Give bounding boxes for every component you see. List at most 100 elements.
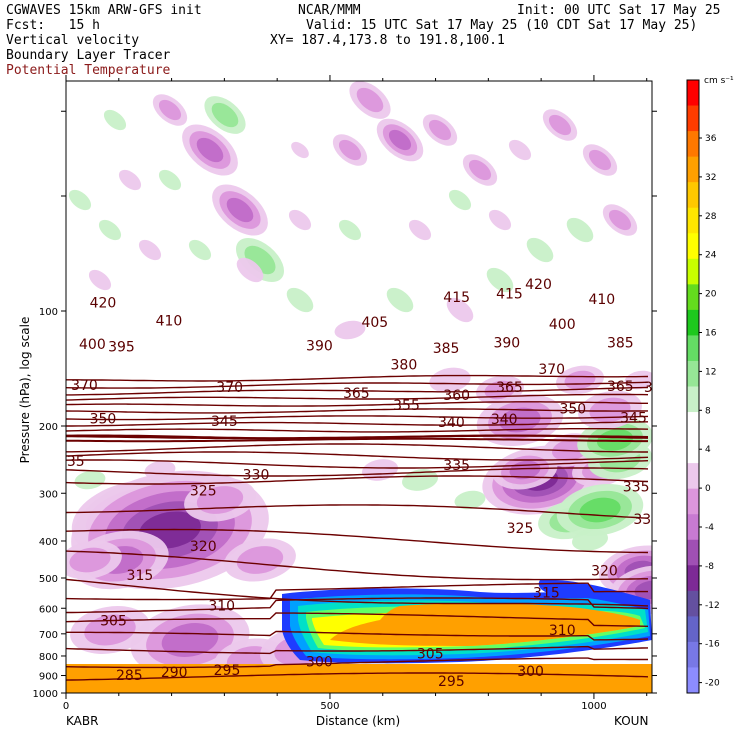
w-blob [84,614,136,646]
colorbar-swatch [687,539,699,566]
w-blob [236,257,264,283]
forecast-hour: Fcst: 15 h [6,18,100,33]
theta-label: 420 [90,295,117,311]
w-blob [488,209,512,231]
w-blob [161,623,219,657]
colorbar-tick-label: 20 [705,290,717,300]
colorbar-unit: cm s⁻¹ [704,76,734,86]
theta-label: 370 [71,378,98,394]
w-blob [428,119,452,141]
potential-temperature-contours [66,374,649,681]
theta-label: 335 [443,458,470,474]
x-tick-label: 500 [320,701,339,712]
theta-label: 330 [633,512,660,528]
w-blob [526,237,554,263]
theta-contour-355 [66,451,649,461]
w-blob [334,320,366,340]
w-blob [88,269,112,291]
boundary-layer-tracer-field [66,579,652,693]
w-blob [288,209,312,231]
theta-contour-385 [66,421,649,427]
theta-contour-305 [66,612,649,627]
theta-label: 295 [214,663,241,679]
w-blob [158,169,182,191]
theta-contour-285 [66,672,649,681]
theta-label: 415 [443,290,470,306]
theta-label: 310 [208,598,235,614]
theta-contour-415 [66,381,649,389]
theta-label: 365 [607,379,634,395]
theta-label: 290 [161,665,188,681]
colorbar-frame [686,79,700,694]
theta-contour-365 [66,437,648,443]
w-blob [484,380,516,400]
x-end-station: KOUN [614,714,648,728]
w-blob [188,239,212,261]
colorbar-swatch [687,207,699,234]
w-blob [144,460,176,480]
w-blob [448,189,472,211]
w-blob [291,141,309,159]
theta-contour-310 [66,597,649,614]
colorbar-swatch [687,590,699,617]
colorbar-swatch [687,514,699,541]
colorbar-swatch [687,309,699,336]
colorbar-swatch [687,360,699,387]
axes: 0 500 1000 100 200 300 400 500 600 700 800 900 1000 [33,75,657,712]
w-blob [401,469,439,491]
theta-label: 415 [496,287,523,303]
theta-label: 400 [79,337,106,353]
w-blob [608,209,632,231]
theta-label: 315 [127,568,154,584]
colorbar-swatch [687,80,699,107]
theta-label: 305 [100,614,127,630]
theta-label: 380 [391,357,418,373]
colorbar-swatch [687,463,699,490]
w-blob [138,239,162,261]
y-tick-label: 200 [39,422,58,433]
theta-label: 285 [116,668,143,684]
w-blob [588,149,612,171]
theta-contour-325 [66,550,648,581]
colorbar-tick-label: 36 [705,134,717,144]
colorbar-tick-label: 32 [705,173,716,183]
colorbar-tick-label: -12 [705,601,720,611]
colorbar-swatch [687,437,699,464]
colorbar-tick-label: 16 [705,329,717,339]
theta-label: 410 [588,292,615,308]
theta-label: 340 [491,412,518,428]
theta-contour-315 [66,582,648,601]
theta-label: 370 [538,362,565,378]
w-blob [548,114,572,136]
theta-label: 365 [343,386,370,402]
theta-contour-300 [66,630,649,641]
theta-label: 325 [507,521,534,537]
theta-contour-330 [66,528,649,554]
w-blob [386,287,414,313]
theta-contour-360 [66,443,648,453]
w-blob [361,459,399,481]
colorbar-swatch [687,105,699,132]
valid-time: Valid: 15 UTC Sat 17 May 25 (10 CDT Sat … [306,18,698,33]
w-blob [118,169,142,191]
w-blob [103,109,127,131]
w-blob [236,546,284,574]
w-blob [468,159,492,181]
theta-label: 420 [525,277,552,293]
w-blob [429,367,471,393]
w-blob [211,102,239,128]
colorbar-tick-label: 4 [705,445,711,455]
w-blob [589,397,631,423]
colorbar-swatch [687,182,699,209]
theta-contour-405 [66,393,649,401]
field-potential-temperature: Potential Temperature [6,63,171,78]
theta-label: 385 [433,341,460,357]
colorbar-tick-label: 24 [705,251,717,261]
w-blob [98,219,122,241]
theta-label: 315 [533,585,560,601]
theta-label: 310 [549,623,576,639]
x-tick-label: 1000 [581,701,606,712]
theta-label: 405 [361,315,388,331]
w-blob [196,137,224,163]
w-blob [508,139,532,161]
